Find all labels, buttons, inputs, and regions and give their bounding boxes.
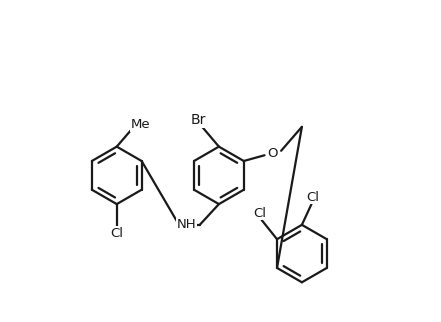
Text: Br: Br (191, 113, 206, 127)
Text: NH: NH (176, 218, 196, 231)
Text: Cl: Cl (306, 191, 320, 204)
Text: Cl: Cl (254, 206, 267, 220)
Text: Me: Me (131, 118, 150, 131)
Text: O: O (267, 147, 278, 160)
Text: Cl: Cl (110, 227, 123, 240)
